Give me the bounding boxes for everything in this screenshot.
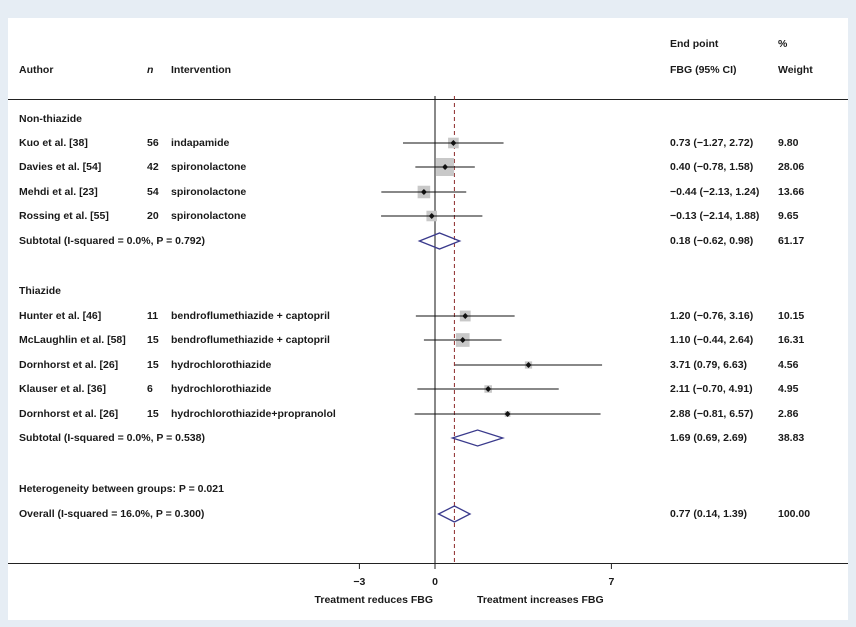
study-intervention-g0-s3: spironolactone bbox=[171, 210, 247, 222]
x-tick-label-2: 7 bbox=[608, 576, 615, 588]
study-n-g1-s2: 15 bbox=[147, 359, 159, 371]
study-point-g1-s1 bbox=[459, 337, 466, 343]
study-n-g1-s1: 15 bbox=[147, 334, 159, 346]
study-author-g1-s2: Dornhorst et al. [26] bbox=[19, 359, 119, 371]
overall-weight: 100.00 bbox=[778, 508, 811, 520]
forest-plot-panel: Author n Intervention End point FBG (95% CI)… bbox=[8, 18, 848, 620]
study-weight-g1-s2: 4.56 bbox=[778, 359, 799, 371]
overall-ci: 0.77 (0.14, 1.39) bbox=[670, 508, 748, 520]
study-author-g1-s3: Klauser et al. [36] bbox=[19, 383, 106, 395]
study-point-g1-s3 bbox=[485, 386, 492, 392]
study-n-g1-s0: 11 bbox=[147, 310, 159, 322]
study-intervention-g1-s2: hydrochlorothiazide bbox=[171, 359, 272, 371]
study-weight-g1-s1: 16.31 bbox=[778, 334, 805, 346]
x-label-reduces: Treatment reduces FBG bbox=[314, 594, 433, 606]
study-point-g1-s4 bbox=[504, 411, 511, 417]
study-point-g0-s3 bbox=[428, 213, 435, 219]
study-n-g1-s3: 6 bbox=[147, 383, 153, 395]
study-intervention-g0-s0: indapamide bbox=[171, 137, 230, 149]
study-n-g1-s4: 15 bbox=[147, 408, 159, 420]
study-author-g0-s0: Kuo et al. [38] bbox=[19, 137, 88, 149]
study-n-g0-s0: 56 bbox=[147, 137, 159, 149]
study-intervention-g1-s0: bendroflumethiazide + captopril bbox=[171, 310, 330, 322]
study-author-g0-s1: Davies et al. [54] bbox=[19, 161, 102, 173]
header-endpoint-ci: FBG (95% CI) bbox=[670, 64, 737, 76]
study-intervention-g1-s1: bendroflumethiazide + captopril bbox=[171, 334, 330, 346]
study-ci-g1-s4: 2.88 (−0.81, 6.57) bbox=[670, 408, 754, 420]
study-ci-g1-s2: 3.71 (0.79, 6.63) bbox=[670, 359, 748, 371]
subtotal-weight-0: 61.17 bbox=[778, 235, 805, 247]
x-tick-label-0: −3 bbox=[353, 576, 366, 588]
study-point-g0-s1 bbox=[442, 164, 449, 170]
study-point-g0-s0 bbox=[450, 140, 457, 146]
subtotal-ci-0: 0.18 (−0.62, 0.98) bbox=[670, 235, 754, 247]
study-weight-g1-s0: 10.15 bbox=[778, 310, 805, 322]
header-weight-pct: % bbox=[778, 38, 788, 50]
study-ci-g1-s3: 2.11 (−0.70, 4.91) bbox=[670, 383, 753, 395]
subtotal-diamond-0 bbox=[417, 232, 462, 250]
group-label-0: Non-thiazide bbox=[19, 113, 82, 125]
group-label-1: Thiazide bbox=[19, 285, 62, 297]
study-intervention-g0-s2: spironolactone bbox=[171, 186, 247, 198]
study-weight-g0-s3: 9.65 bbox=[778, 210, 799, 222]
study-ci-g0-s3: −0.13 (−2.14, 1.88) bbox=[670, 210, 760, 222]
heterogeneity-text: Heterogeneity between groups: P = 0.021 bbox=[19, 483, 224, 495]
study-weight-g0-s1: 28.06 bbox=[778, 161, 805, 173]
study-author-g0-s2: Mehdi et al. [23] bbox=[19, 186, 98, 198]
study-intervention-g0-s1: spironolactone bbox=[171, 161, 247, 173]
header-weight: Weight bbox=[778, 64, 813, 76]
overall-diamond bbox=[437, 505, 472, 523]
header-endpoint: End point bbox=[670, 38, 719, 50]
x-label-increases: Treatment increases FBG bbox=[477, 594, 604, 606]
study-author-g0-s3: Rossing et al. [55] bbox=[19, 210, 109, 222]
overall-label: Overall (I-squared = 16.0%, P = 0.300) bbox=[19, 508, 205, 520]
study-ci-g1-s0: 1.20 (−0.76, 3.16) bbox=[670, 310, 754, 322]
study-point-g1-s0 bbox=[462, 313, 469, 319]
subtotal-label-0: Subtotal (I-squared = 0.0%, P = 0.792) bbox=[19, 235, 205, 247]
header-n: n bbox=[147, 64, 154, 76]
study-ci-g0-s1: 0.40 (−0.78, 1.58) bbox=[670, 161, 754, 173]
subtotal-diamond-1 bbox=[450, 429, 505, 447]
study-intervention-g1-s3: hydrochlorothiazide bbox=[171, 383, 272, 395]
forest-plot-svg bbox=[8, 96, 848, 569]
study-ci-g0-s2: −0.44 (−2.13, 1.24) bbox=[670, 186, 760, 198]
subtotal-label-1: Subtotal (I-squared = 0.0%, P = 0.538) bbox=[19, 432, 205, 444]
subtotal-weight-1: 38.83 bbox=[778, 432, 805, 444]
study-author-g1-s0: Hunter et al. [46] bbox=[19, 310, 102, 322]
study-ci-g1-s1: 1.10 (−0.44, 2.64) bbox=[670, 334, 754, 346]
x-tick-label-1: 0 bbox=[432, 576, 438, 588]
study-n-g0-s2: 54 bbox=[147, 186, 159, 198]
study-weight-g1-s3: 4.95 bbox=[778, 383, 799, 395]
study-point-g1-s2 bbox=[525, 362, 532, 368]
study-intervention-g1-s4: hydrochlorothiazide+propranolol bbox=[171, 408, 336, 420]
study-ci-g0-s0: 0.73 (−1.27, 2.72) bbox=[670, 137, 754, 149]
study-point-g0-s2 bbox=[420, 189, 427, 195]
header-author: Author bbox=[19, 64, 54, 76]
subtotal-ci-1: 1.69 (0.69, 2.69) bbox=[670, 432, 748, 444]
study-weight-g0-s0: 9.80 bbox=[778, 137, 799, 149]
study-author-g1-s4: Dornhorst et al. [26] bbox=[19, 408, 119, 420]
study-weight-g1-s4: 2.86 bbox=[778, 408, 799, 420]
study-n-g0-s3: 20 bbox=[147, 210, 159, 222]
study-n-g0-s1: 42 bbox=[147, 161, 159, 173]
study-weight-g0-s2: 13.66 bbox=[778, 186, 805, 198]
study-author-g1-s1: McLaughlin et al. [58] bbox=[19, 334, 126, 346]
header-intervention: Intervention bbox=[171, 64, 232, 76]
